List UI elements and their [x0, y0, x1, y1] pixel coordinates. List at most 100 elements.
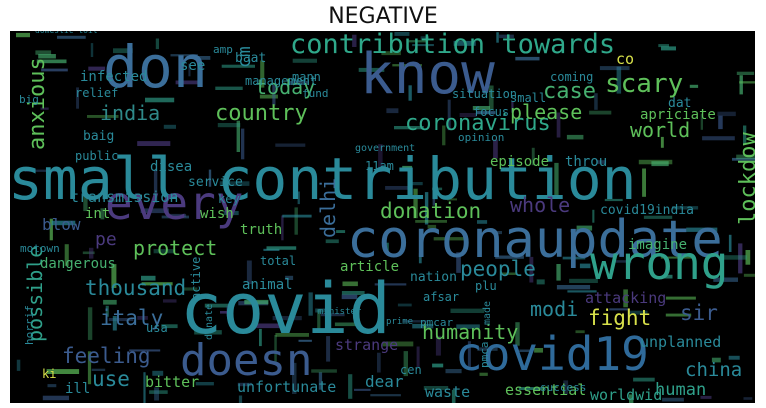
- cloud-word: baat: [235, 51, 266, 66]
- cloud-word: episode: [490, 154, 549, 170]
- tiny-word-blur: [660, 256, 694, 259]
- tiny-word-blur: [141, 282, 173, 286]
- tiny-word-blur: [629, 394, 634, 403]
- word-cloud-canvas: small contribution covid coronaupdate don kn…: [10, 31, 755, 403]
- tiny-word-blur: [161, 324, 178, 329]
- tiny-word-blur: [16, 32, 30, 38]
- tiny-word-blur: [226, 306, 229, 317]
- cloud-word: afsar: [423, 290, 459, 304]
- tiny-word-blur: [563, 380, 569, 395]
- tiny-word-blur: [89, 247, 94, 259]
- cloud-word: contribution towards: [290, 31, 615, 60]
- cloud-word: total: [260, 254, 296, 268]
- cloud-word: infected: [80, 69, 147, 85]
- tiny-word-blur: [374, 283, 407, 286]
- tiny-word-blur: [711, 357, 721, 363]
- tiny-word-blur: [382, 341, 414, 347]
- tiny-word-blur: [672, 206, 699, 210]
- cloud-word: covid: [180, 268, 391, 350]
- cloud-word: use: [92, 367, 130, 391]
- tiny-word-blur: [496, 32, 499, 43]
- cloud-word: cen: [400, 363, 422, 377]
- cloud-word: case: [543, 79, 596, 104]
- tiny-word-blur: [433, 237, 465, 241]
- tiny-word-blur: [447, 198, 457, 201]
- cloud-word: dear: [365, 372, 404, 391]
- cloud-word: whole: [510, 193, 570, 217]
- cloud-word: protect: [133, 236, 217, 260]
- tiny-word-blur: [515, 56, 540, 61]
- tiny-word-blur: [272, 84, 276, 106]
- tiny-word-blur: [112, 316, 117, 331]
- tiny-word-blur: [418, 253, 422, 264]
- cloud-word: mann: [292, 70, 321, 84]
- cloud-word: coronaupdate: [347, 210, 723, 270]
- tiny-word-blur: [569, 278, 598, 283]
- tiny-word-blur: [432, 187, 443, 191]
- tiny-word-blur: [352, 34, 357, 47]
- tiny-word-blur: [451, 389, 456, 403]
- tiny-word-blur: [427, 224, 437, 229]
- cloud-word: baig: [83, 129, 114, 144]
- tiny-word-blur: [579, 263, 591, 269]
- cloud-word: management: [245, 74, 317, 88]
- tiny-word-blur: [651, 161, 669, 167]
- tiny-word-blur: [137, 141, 171, 146]
- tiny-word-blur: [24, 169, 58, 172]
- tiny-word-blur: [686, 227, 718, 232]
- cloud-word: know: [360, 42, 495, 107]
- cloud-word: fund: [302, 87, 329, 100]
- tiny-word-blur: [259, 328, 262, 347]
- cloud-word: big: [19, 93, 39, 106]
- tiny-word-blur: [275, 333, 309, 337]
- cloud-word: unfortunate: [237, 378, 336, 396]
- cloud-word: delhi: [316, 178, 340, 238]
- tiny-word-blur: [170, 54, 198, 57]
- tiny-word-blur: [91, 368, 106, 371]
- cloud-word: doesn: [180, 335, 312, 386]
- tiny-word-blur: [718, 115, 723, 130]
- tiny-word-blur: [163, 299, 177, 303]
- tiny-word-blur: [88, 66, 106, 71]
- tiny-word-blur: [140, 208, 169, 214]
- tiny-word-blur: [223, 211, 239, 216]
- tiny-word-blur: [476, 111, 496, 115]
- tiny-word-blur: [432, 363, 444, 368]
- cloud-word: thousand: [85, 276, 186, 300]
- tiny-word-blur: [445, 369, 462, 374]
- cloud-word: dat: [668, 96, 691, 111]
- tiny-word-blur: [103, 299, 117, 305]
- cloud-word: see: [180, 58, 205, 74]
- tiny-word-blur: [614, 260, 632, 263]
- cloud-word: china: [685, 359, 742, 381]
- tiny-word-blur: [320, 313, 345, 317]
- cloud-word: pmcar: [420, 316, 453, 329]
- cloud-word: imagine: [628, 237, 687, 253]
- cloud-word: government: [355, 143, 415, 154]
- cloud-word: focus: [473, 105, 509, 119]
- cloud-word: ill: [65, 381, 90, 397]
- tiny-word-blur: [152, 370, 164, 376]
- tiny-word-blur: [743, 273, 755, 277]
- cloud-word: scary: [605, 69, 683, 99]
- tiny-word-blur: [381, 51, 401, 56]
- tiny-word-blur: [315, 308, 331, 313]
- cloud-word: waste: [425, 383, 470, 401]
- cloud-word: article: [340, 259, 399, 275]
- cloud-word: pmca: [478, 342, 491, 369]
- tiny-word-blur: [221, 64, 255, 68]
- tiny-word-blur: [194, 330, 222, 335]
- tiny-word-blur: [275, 143, 306, 147]
- tiny-word-blur: [700, 395, 712, 399]
- tiny-word-blur: [82, 251, 95, 255]
- tiny-word-blur: [411, 182, 423, 186]
- tiny-word-blur: [334, 322, 359, 327]
- tiny-word-blur: [308, 292, 313, 316]
- tiny-word-blur: [155, 38, 159, 50]
- cloud-word: transmission: [70, 188, 178, 206]
- tiny-word-blur: [76, 87, 79, 109]
- tiny-word-blur: [531, 147, 535, 166]
- cloud-word: possible: [23, 246, 47, 342]
- tiny-word-blur: [728, 355, 740, 360]
